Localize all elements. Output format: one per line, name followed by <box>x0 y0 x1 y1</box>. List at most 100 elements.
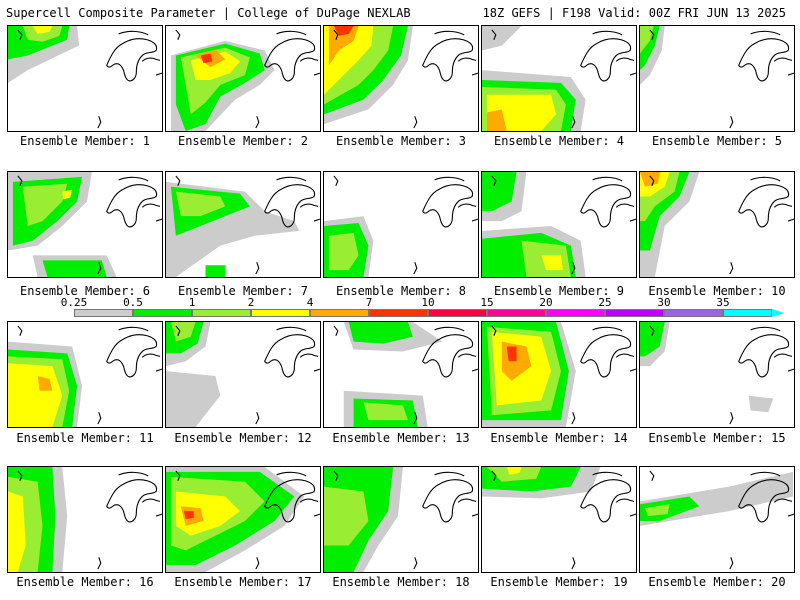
ensemble-map-panel-2 <box>165 25 321 132</box>
map-contour <box>738 479 790 523</box>
ensemble-map-panel-20 <box>639 466 795 573</box>
map-contour <box>649 175 655 186</box>
map-contour <box>97 262 102 275</box>
ensemble-map-panel-7 <box>165 171 321 278</box>
map-contour <box>264 38 316 82</box>
colorbar-segment <box>546 309 605 317</box>
ensemble-map-panel-10 <box>639 171 795 278</box>
map-contour <box>750 176 781 182</box>
map-contour <box>422 334 474 378</box>
map-contour <box>422 479 474 523</box>
map-contour <box>748 395 774 413</box>
map-contour <box>773 498 793 503</box>
ensemble-member-label: Ensemble Member: 10 <box>648 284 786 298</box>
colorbar-tick-label: 7 <box>365 296 373 309</box>
scp-field-map <box>482 172 636 277</box>
scp-field-map <box>166 467 320 572</box>
map-contour <box>787 218 794 222</box>
ensemble-map-panel-14 <box>481 321 637 428</box>
map-contour <box>571 412 576 425</box>
map-contour <box>37 375 53 391</box>
map-contour <box>773 57 793 62</box>
map-contour <box>615 353 635 358</box>
map-contour <box>729 262 734 275</box>
map-contour <box>155 72 162 76</box>
map-contour <box>22 26 63 42</box>
colorbar-segment <box>664 309 723 317</box>
map-contour <box>615 57 635 62</box>
map-contour <box>482 26 522 51</box>
map-contour <box>175 29 181 40</box>
scp-field-map <box>170 29 320 131</box>
map-contour <box>615 203 635 208</box>
colorbar-tick-label: 25 <box>598 296 612 309</box>
map-contour <box>738 184 790 228</box>
map-contour <box>491 175 497 186</box>
map-contour <box>32 26 53 34</box>
map-contour <box>324 486 369 546</box>
map-contour <box>434 30 465 36</box>
colorbar-segment <box>487 309 546 317</box>
map-contour <box>118 471 149 477</box>
scp-field-map <box>640 26 794 129</box>
ensemble-member-label: Ensemble Member: 5 <box>651 134 783 148</box>
map-contour <box>333 26 354 36</box>
colorbar-segment <box>133 309 192 317</box>
ensemble-member-label: Ensemble Member: 20 <box>648 575 786 589</box>
map-contour <box>255 557 260 570</box>
map-contour <box>8 363 63 427</box>
ensemble-map-panel-5 <box>639 25 795 132</box>
map-contour <box>141 57 161 62</box>
ensemble-member-label: Ensemble Member: 9 <box>493 284 625 298</box>
map-contour <box>97 557 102 570</box>
ensemble-member-label: Ensemble Member: 18 <box>332 575 470 589</box>
map-contour <box>299 498 319 503</box>
map-contour <box>413 262 418 275</box>
map-contour <box>482 172 517 212</box>
map-contour <box>738 334 790 378</box>
map-contour <box>264 334 316 378</box>
colorbar-tick-label: 30 <box>657 296 671 309</box>
scp-field-map <box>8 172 162 277</box>
colorbar-tick-label: 20 <box>539 296 553 309</box>
map-contour <box>434 326 465 332</box>
map-contour <box>106 334 158 378</box>
colorbar-segment <box>605 309 664 317</box>
scp-field-map <box>8 467 162 572</box>
scp-field-map <box>640 172 794 277</box>
map-contour <box>141 353 161 358</box>
ensemble-member-label: Ensemble Member: 8 <box>335 284 467 298</box>
ensemble-map-panel-17 <box>165 466 321 573</box>
map-contour <box>787 72 794 76</box>
map-contour <box>175 175 181 186</box>
map-contour <box>592 471 623 477</box>
colorbar-tick-label: 2 <box>247 296 255 309</box>
map-contour <box>8 491 26 572</box>
map-contour <box>580 479 632 523</box>
map-contour <box>166 371 221 427</box>
map-contour <box>276 176 307 182</box>
map-contour <box>506 467 522 475</box>
map-contour <box>649 325 655 336</box>
ensemble-member-label: Ensemble Member: 6 <box>19 284 151 298</box>
map-contour <box>17 325 23 336</box>
colorbar-tick-label: 1 <box>188 296 196 309</box>
colorbar-segment <box>251 309 310 317</box>
map-contour <box>333 325 339 336</box>
map-contour <box>333 175 339 186</box>
map-contour <box>413 412 418 425</box>
ensemble-map-panel-3 <box>323 25 479 132</box>
map-contour <box>333 29 339 40</box>
colorbar-tick-label: 15 <box>480 296 494 309</box>
map-contour <box>457 57 477 62</box>
map-contour <box>363 402 408 421</box>
map-contour <box>629 368 636 372</box>
map-contour <box>118 326 149 332</box>
scp-field-map <box>482 467 636 570</box>
ensemble-map-panel-18 <box>323 466 479 573</box>
map-contour <box>175 470 181 481</box>
ensemble-member-label: Ensemble Member: 11 <box>16 431 154 445</box>
map-contour <box>299 353 319 358</box>
map-contour <box>118 176 149 182</box>
ensemble-member-label: Ensemble Member: 3 <box>335 134 467 148</box>
